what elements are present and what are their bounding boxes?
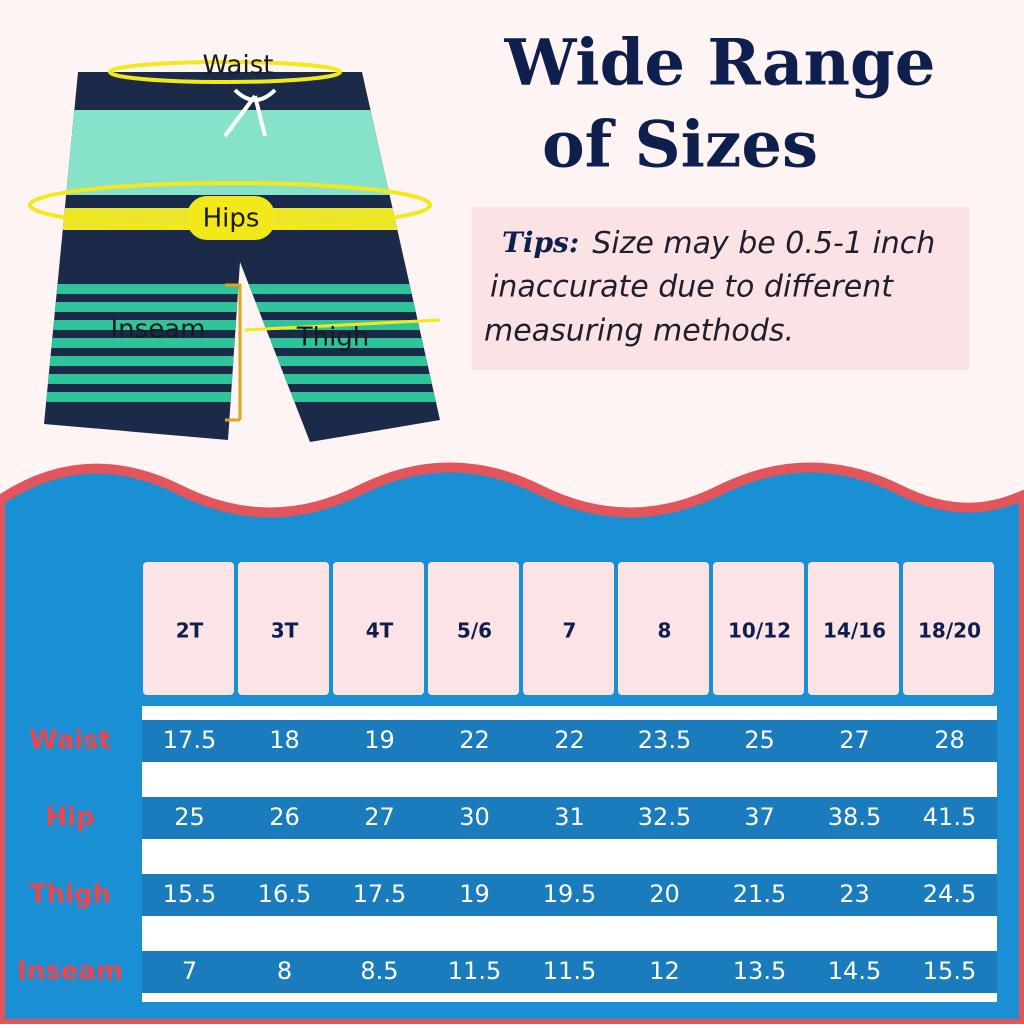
cell-value: 11.5 (448, 957, 501, 985)
header-cell (143, 562, 234, 695)
cell-value: 7 (182, 957, 197, 985)
row-label: Thigh (29, 880, 111, 910)
tips-line: Size may be 0.5-1 inch (592, 226, 935, 261)
size-header: 5/6 (457, 619, 492, 643)
cell-value: 30 (459, 803, 490, 831)
tips-box (472, 207, 969, 370)
title-line: Wide Range (504, 26, 936, 101)
tips-label: Tips: (502, 226, 579, 259)
cell-value: 8.5 (360, 957, 398, 985)
cell-value: 19 (459, 880, 490, 908)
cell-value: 25 (744, 726, 775, 754)
header-cell (428, 562, 519, 695)
header-cell (333, 562, 424, 695)
cell-value: 12 (649, 957, 680, 985)
cell-value: 26 (269, 803, 300, 831)
cell-value: 32.5 (638, 803, 691, 831)
cell-value: 22 (459, 726, 490, 754)
tips-line: measuring methods. (484, 314, 794, 349)
cell-value: 31 (554, 803, 585, 831)
size-header: 3T (271, 619, 299, 643)
cell-value: 21.5 (733, 880, 786, 908)
header-cell (713, 562, 804, 695)
row-label: Waist (29, 726, 111, 756)
row-stripe (142, 720, 997, 762)
header-cell (903, 562, 994, 695)
size-header: 8 (658, 619, 672, 643)
header-cell (238, 562, 329, 695)
cell-value: 28 (934, 726, 965, 754)
tips-text: Tips: Size may be 0.5-1 inch (502, 226, 935, 261)
header-cell (523, 562, 614, 695)
tips-line: inaccurate due to different (490, 270, 894, 305)
cell-value: 14.5 (828, 957, 881, 985)
row-stripe (142, 951, 997, 993)
cell-value: 20 (649, 880, 680, 908)
row-label: Hip (45, 803, 94, 833)
drawstring (223, 88, 277, 138)
header-cell (618, 562, 709, 695)
cell-value: 11.5 (543, 957, 596, 985)
inseam-label: Inseam (111, 315, 206, 345)
cell-value: 17.5 (353, 880, 406, 908)
title-line: of Sizes (542, 108, 818, 183)
size-header: 2T (176, 619, 204, 643)
waist-ring (108, 60, 342, 84)
row-stripe (142, 874, 997, 916)
size-header: 10/12 (728, 619, 791, 643)
cell-value: 25 (174, 803, 205, 831)
cell-value: 13.5 (733, 957, 786, 985)
cell-value: 18 (269, 726, 300, 754)
cell-value: 19 (364, 726, 395, 754)
size-header: 7 (563, 619, 577, 643)
cell-value: 17.5 (163, 726, 216, 754)
cell-value: 19.5 (543, 880, 596, 908)
size-header: 4T (366, 619, 394, 643)
thigh-label: Thigh (296, 323, 370, 353)
cell-value: 24.5 (923, 880, 976, 908)
hips-badge (187, 196, 275, 240)
cell-value: 16.5 (258, 880, 311, 908)
row-label: Inseam (17, 957, 123, 987)
thigh-line (244, 318, 441, 332)
cell-value: 37 (744, 803, 775, 831)
hips-label: Hips (203, 204, 260, 234)
cell-value: 27 (364, 803, 395, 831)
cell-value: 8 (277, 957, 292, 985)
cell-value: 38.5 (828, 803, 881, 831)
cell-value: 23 (839, 880, 870, 908)
waist-label: Waist (203, 51, 274, 81)
row-stripe (142, 797, 997, 839)
cell-value: 23.5 (638, 726, 691, 754)
cell-value: 15.5 (923, 957, 976, 985)
cell-value: 41.5 (923, 803, 976, 831)
size-header: 14/16 (823, 619, 886, 643)
cell-value: 22 (554, 726, 585, 754)
cell-value: 27 (839, 726, 870, 754)
inseam-line (225, 283, 242, 422)
cell-value: 15.5 (163, 880, 216, 908)
size-table: 2T 3T 4T 5/6 7 8 10/12 14/16 18/20 Waist 17.5 18 19 2… (17, 562, 997, 993)
header-cell (808, 562, 899, 695)
size-header: 18/20 (918, 619, 981, 643)
